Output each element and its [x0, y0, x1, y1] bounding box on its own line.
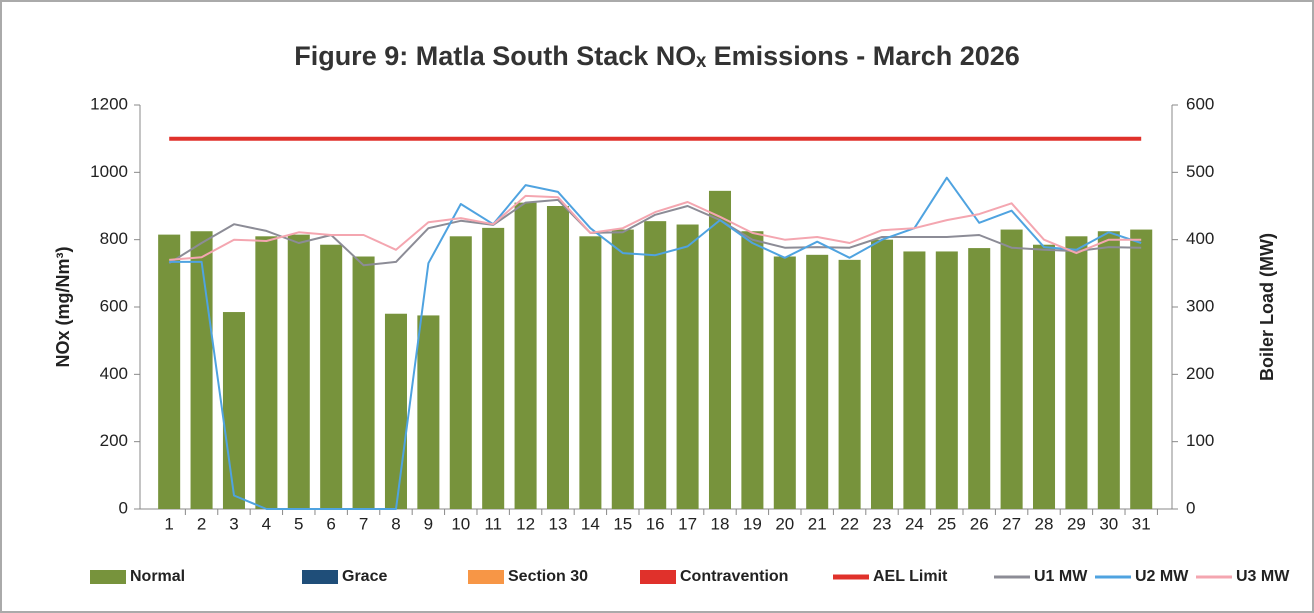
bar — [384, 313, 407, 509]
x-tick-label: 4 — [262, 514, 271, 533]
bar — [1065, 236, 1088, 510]
x-tick-label: 9 — [424, 514, 433, 533]
x-tick-label: 13 — [549, 514, 568, 533]
x-tick-label: 24 — [905, 514, 924, 533]
bar — [644, 221, 667, 509]
bar — [1130, 229, 1153, 510]
y2-axis-title: Boiler Load (MW) — [1257, 233, 1277, 381]
bar — [968, 248, 991, 510]
y-tick-label: 800 — [100, 229, 128, 248]
x-tick-label: 21 — [808, 514, 827, 533]
legend-label: Normal — [130, 568, 185, 585]
y-tick-label: 1000 — [90, 162, 128, 181]
legend-label: Contravention — [680, 568, 788, 585]
legend-label: Grace — [342, 568, 387, 585]
bar — [190, 231, 213, 509]
legend-label: Section 30 — [508, 568, 588, 585]
legend-label: U2 MW — [1135, 568, 1189, 585]
y2-tick-label: 200 — [1186, 364, 1214, 383]
bar — [773, 256, 796, 509]
bar — [482, 227, 505, 509]
y-tick-label: 0 — [119, 498, 128, 517]
x-tick-label: 14 — [581, 514, 600, 533]
bar — [708, 190, 732, 509]
bar — [611, 229, 634, 510]
x-tick-label: 25 — [937, 514, 956, 533]
x-tick-label: 7 — [359, 514, 368, 533]
bar — [352, 256, 375, 509]
bar — [579, 236, 602, 510]
bar — [514, 202, 537, 509]
x-tick-label: 6 — [326, 514, 335, 533]
bar — [903, 251, 926, 509]
x-tick-label: 16 — [646, 514, 665, 533]
line-series — [169, 176, 1142, 510]
bar — [1097, 231, 1120, 509]
bar — [676, 224, 699, 509]
y-tick-label: 400 — [100, 364, 128, 383]
x-tick-label: 30 — [1099, 514, 1118, 533]
bar — [546, 206, 570, 509]
x-tick-label: 28 — [1035, 514, 1054, 533]
chart-title: Figure 9: Matla South Stack NOₓ Emission… — [294, 41, 1020, 71]
bar — [287, 234, 310, 509]
y-tick-label: 1200 — [90, 94, 128, 113]
y-tick-label: 600 — [100, 296, 128, 315]
bar — [417, 315, 440, 509]
line-series — [169, 194, 1142, 261]
x-tick-label: 1 — [164, 514, 173, 533]
x-tick-label: 18 — [711, 514, 730, 533]
y2-tick-label: 600 — [1186, 94, 1214, 113]
x-tick-label: 15 — [613, 514, 632, 533]
y-axis-title: NOx (mg/Nm³) — [53, 246, 73, 367]
legend-swatch — [302, 570, 338, 584]
x-tick-label: 31 — [1132, 514, 1151, 533]
x-tick-label: 22 — [840, 514, 859, 533]
y-tick-label: 200 — [100, 431, 128, 450]
bar — [255, 236, 278, 510]
x-tick-label: 11 — [484, 514, 502, 533]
bar — [449, 236, 472, 510]
x-tick-label: 26 — [970, 514, 989, 533]
x-tick-label: 20 — [775, 514, 794, 533]
bar — [935, 251, 958, 509]
x-tick-label: 17 — [678, 514, 697, 533]
x-tick-label: 29 — [1067, 514, 1086, 533]
x-tick-label: 5 — [294, 514, 303, 533]
bar — [806, 254, 829, 509]
x-tick-label: 3 — [229, 514, 238, 533]
bar — [838, 259, 861, 509]
bar — [320, 244, 343, 509]
bar — [1000, 229, 1023, 510]
legend-swatch — [90, 570, 126, 584]
legend-label: U3 MW — [1236, 568, 1290, 585]
legend-label: U1 MW — [1034, 568, 1088, 585]
bar — [158, 234, 181, 509]
x-tick-label: 2 — [197, 514, 206, 533]
y2-tick-label: 400 — [1186, 229, 1214, 248]
y2-tick-label: 0 — [1186, 498, 1195, 517]
legend-swatch — [640, 570, 676, 584]
y2-tick-label: 500 — [1186, 162, 1214, 181]
x-tick-label: 23 — [873, 514, 892, 533]
legend-label: AEL Limit — [873, 568, 948, 585]
bar — [870, 239, 894, 509]
bar — [741, 231, 764, 509]
bar — [222, 312, 245, 509]
y2-tick-label: 300 — [1186, 296, 1214, 315]
x-tick-label: 8 — [391, 514, 400, 533]
x-tick-label: 10 — [451, 514, 470, 533]
bar — [1032, 244, 1056, 509]
x-tick-label: 19 — [743, 514, 762, 533]
y2-tick-label: 100 — [1186, 431, 1214, 450]
x-tick-label: 12 — [516, 514, 535, 533]
x-tick-label: 27 — [1002, 514, 1021, 533]
legend-swatch — [468, 570, 504, 584]
